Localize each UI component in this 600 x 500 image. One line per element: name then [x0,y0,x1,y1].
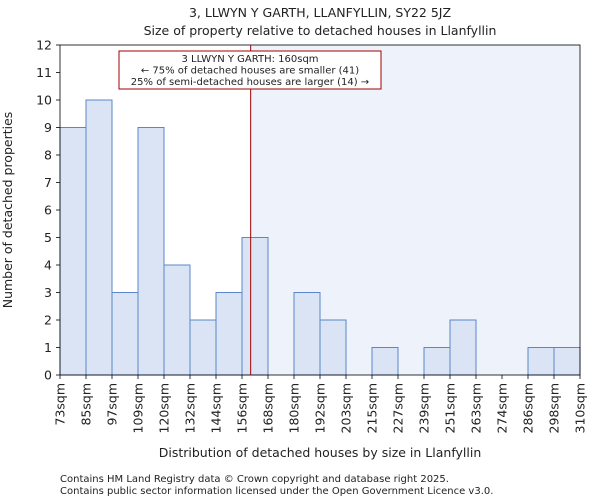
x-tick-label-0: 73sqm [53,383,68,426]
x-tick-label-10: 192sqm [313,383,328,433]
bar-2 [111,292,139,376]
bar-10 [319,319,347,376]
bar-9 [293,292,321,376]
bar-6 [215,292,243,376]
x-tick-label-17: 274sqm [495,383,510,433]
x-tick-label-12: 215sqm [365,383,380,433]
x-tick-label-2: 97sqm [105,383,120,426]
x-tick-label-9: 180sqm [287,383,302,433]
chart-subtitle: Size of property relative to detached ho… [144,23,497,38]
x-axis-label: Distribution of detached houses by size … [159,445,482,460]
y-tick-label-5: 5 [44,230,52,245]
x-tick-label-5: 132sqm [183,383,198,433]
x-tick-label-14: 239sqm [417,383,432,433]
annotation-line-2: ← 75% of detached houses are smaller (41… [141,66,359,77]
y-tick-label-7: 7 [44,175,52,190]
bar-0 [59,127,87,376]
y-tick-label-11: 11 [36,65,52,80]
bar-15 [449,319,477,376]
x-tick-label-16: 263sqm [469,383,484,433]
x-tick-label-11: 203sqm [339,383,354,433]
y-tick-label-12: 12 [36,38,52,53]
bar-5 [189,319,217,376]
bar-1 [85,99,113,376]
x-tick-label-20: 310sqm [573,383,588,433]
x-tick-label-8: 168sqm [261,383,276,433]
bar-4 [163,264,191,376]
x-tick-label-19: 298sqm [547,383,562,433]
x-tick-label-13: 227sqm [391,383,406,433]
x-tick-label-7: 156sqm [235,383,250,433]
bar-18 [527,347,555,376]
bar-12 [371,347,399,376]
chart-title: 3, LLWYN Y GARTH, LLANFYLLIN, SY22 5JZ [189,5,451,20]
x-tick-label-3: 109sqm [131,383,146,433]
y-tick-label-4: 4 [44,258,52,273]
y-tick-label-3: 3 [44,285,52,300]
x-tick-label-15: 251sqm [443,383,458,433]
bar-19 [553,347,581,376]
annotation-box [118,50,382,90]
annotation-line-1: 3 LLWYN Y GARTH: 160sqm [181,54,318,65]
y-tick-label-6: 6 [44,203,52,218]
footer-line-1: Contains HM Land Registry data © Crown c… [60,474,449,485]
y-tick-label-10: 10 [36,93,52,108]
y-axis-label: Number of detached properties [0,112,15,309]
y-tick-label-1: 1 [44,340,52,355]
y-tick-label-8: 8 [44,148,52,163]
x-tick-label-1: 85sqm [79,383,94,426]
bar-7 [241,237,269,376]
bar-3 [137,127,165,376]
y-tick-label-9: 9 [44,120,52,135]
bar-14 [423,347,451,376]
footer-line-2: Contains public sector information licen… [60,486,493,497]
y-tick-label-2: 2 [44,313,52,328]
annotation-line-3: 25% of semi-detached houses are larger (… [131,77,369,88]
x-tick-label-4: 120sqm [157,383,172,433]
y-tick-label-0: 0 [44,368,52,383]
x-tick-label-18: 286sqm [521,383,536,433]
x-tick-label-6: 144sqm [209,383,224,433]
